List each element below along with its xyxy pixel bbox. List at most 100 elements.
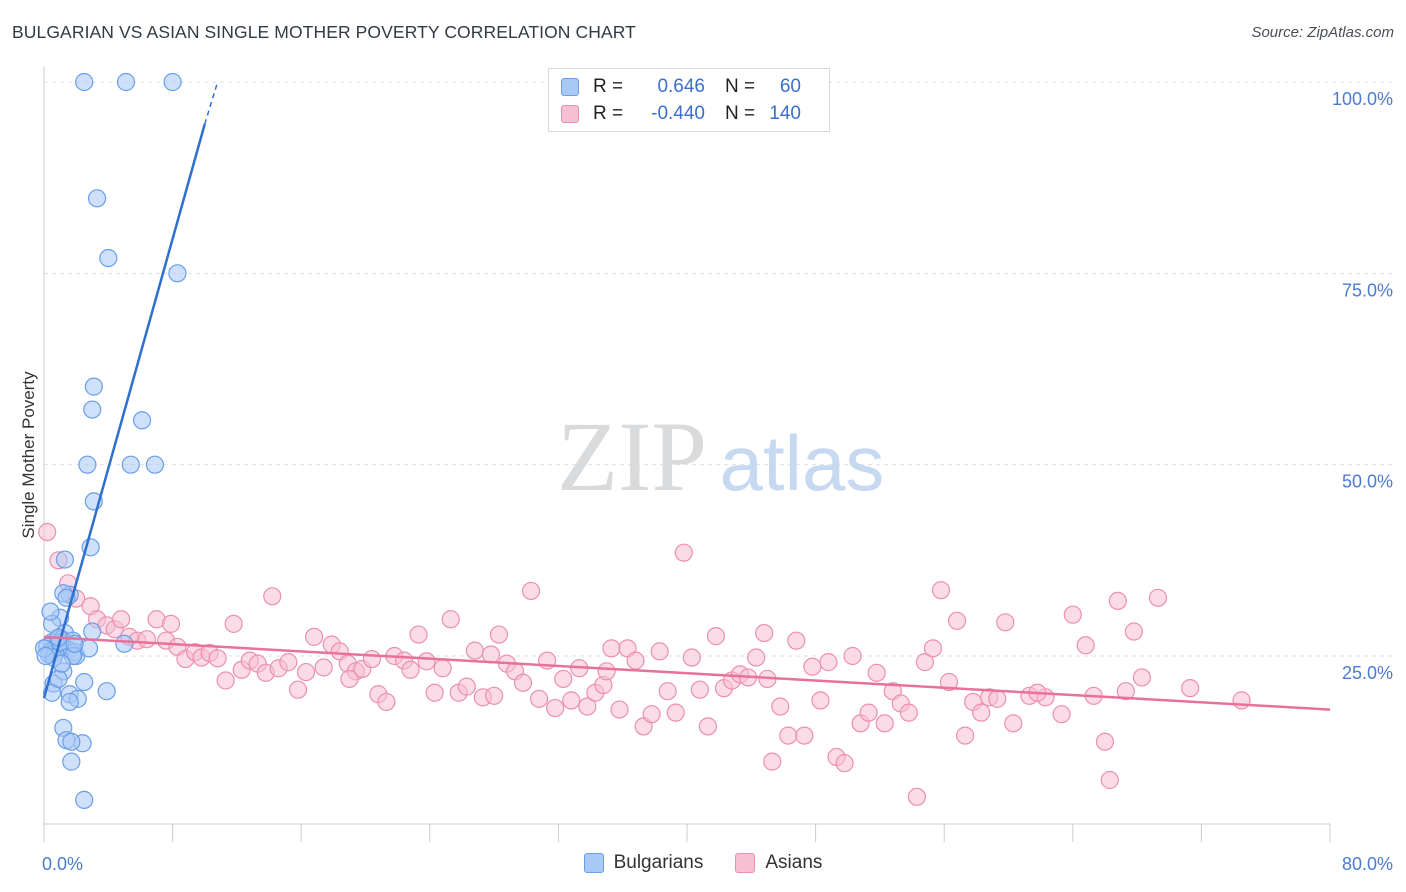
bulgarians-point [78,455,97,474]
y-tick-label: 75.0% [1342,280,1393,300]
asians-point [747,648,766,667]
asians-point [377,692,396,712]
bulgarians-point [145,455,165,474]
bulgarians-point [99,248,118,268]
asians-point [296,662,316,682]
watermark-zip: ZIP [557,401,707,512]
legend-item-asians[interactable]: Asians [735,852,822,874]
asians-point [835,754,854,773]
asians-point [208,649,227,668]
asians-point [457,677,476,696]
asians-point [947,611,967,630]
asians-point [843,646,862,666]
asians-point [988,689,1007,708]
bulgarians-trend-line [42,123,206,699]
asians-point [931,581,951,600]
asians-point [658,682,677,701]
asians-point [1124,622,1143,641]
asians-point [626,651,645,670]
axes [43,66,1331,842]
asians-point [698,717,717,736]
asians-point [340,669,359,689]
asians-point [489,625,509,644]
asians-point [650,642,669,661]
asians-point [875,714,894,733]
bulgarians-point [83,622,102,641]
asians-point [706,627,726,646]
bulgarians-point [163,72,182,92]
asians-point [137,630,156,649]
asians-point [304,627,324,646]
y-tick-label: 50.0% [1342,472,1393,492]
asians-point [955,726,975,745]
asians-point [1076,636,1095,655]
asians-point [907,787,926,806]
watermark-atlas: atlas [720,419,885,507]
asians-trend-line [43,635,1331,711]
legend-n-label: N = [725,76,756,97]
series-bulgarians [34,72,187,809]
stats-legend: R = 0.646 N = 60 R = -0.440 N = 140 [548,68,830,132]
bulgarians-point [55,550,74,569]
asians-point [771,697,790,716]
bulgarians-point [75,672,94,692]
bulgarians-point [84,377,103,396]
asians-point [161,614,181,633]
bulgarians-point [75,72,94,92]
x-tick-labels: 0.0% 80.0% [42,854,1393,874]
asians-point [610,700,629,719]
chart-title: BULGARIAN VS ASIAN SINGLE MOTHER POVERTY… [12,22,636,42]
legend-label-bulgarians: Bulgarians [613,852,704,873]
asians-point [546,698,565,718]
asians-point [1108,591,1127,610]
asians-point [578,697,597,716]
asians-point [1148,588,1168,607]
asians-point [755,623,774,643]
y-tick-labels: 25.0% 50.0% 75.0% 100.0% [1332,89,1393,683]
asians-point [216,671,235,690]
asians-point [939,672,959,692]
asians-point [409,625,428,644]
asians-point [362,649,382,669]
asians-point [1232,691,1251,710]
asians-point [513,673,533,692]
asians-point [690,680,709,699]
asians-point [996,613,1015,632]
legend-r-value: 0.646 [657,76,705,97]
asians-point [811,691,830,710]
series-asians [38,522,1251,806]
y-tick-label: 100.0% [1332,89,1393,109]
asians-point [972,703,991,722]
trend-lines [42,81,1331,711]
legend-n-value: 60 [779,76,801,97]
legend-row-bulgarians: R = 0.646 N = 60 [561,75,801,99]
y-tick-label: 25.0% [1342,663,1393,683]
asians-point [554,669,573,689]
asians-point [112,610,131,629]
bulgarians-point [87,189,107,208]
bulgarians-point [168,264,187,283]
x-tick-label: 0.0% [42,854,83,874]
legend-n-label: N = [725,103,756,124]
legend-row-asians: R = -0.440 N = 140 [561,102,801,126]
legend-label-asians: Asians [765,852,823,873]
legend-swatch-bulgarians [583,853,604,873]
legend-item-bulgarians[interactable]: Bulgarians [583,852,704,874]
asians-point [1004,714,1023,733]
asians-point [401,660,420,679]
bulgarians-point [62,752,81,771]
asians-point [441,610,460,629]
asians-point [682,648,701,667]
source-label: Source: ZipAtlas.com [1251,24,1394,41]
asians-point [859,703,878,722]
bulgarians-point [75,790,94,809]
asians-point [1052,705,1071,724]
asians-point [1132,668,1152,687]
bulgarians-point [83,400,102,419]
asians-point [425,683,444,702]
bulgarians-point [132,411,152,430]
bulgarians-point [49,669,68,689]
asians-point [288,680,308,699]
bulgarians-point [36,646,55,666]
